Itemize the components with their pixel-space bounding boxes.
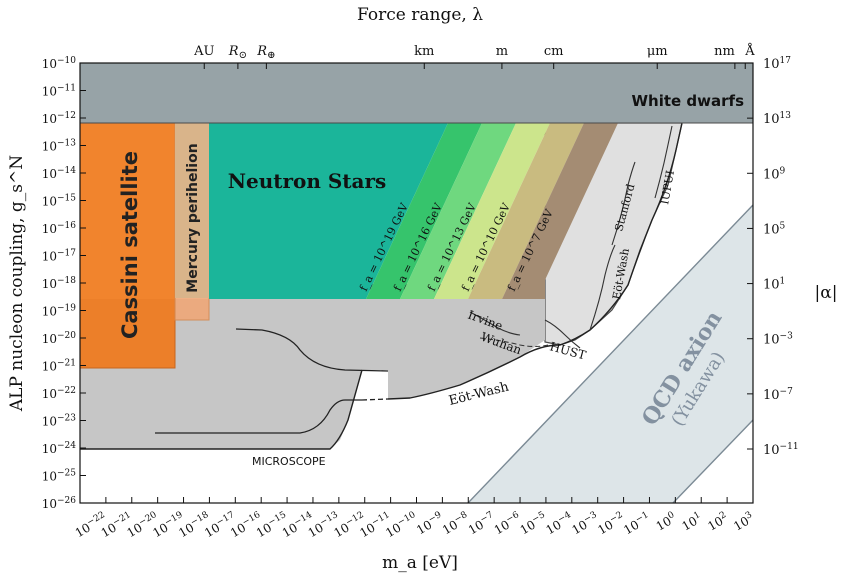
irvine-curve [469, 311, 521, 336]
x-tick-label: 100 [653, 510, 679, 534]
x-tick-label: 103 [731, 510, 757, 534]
x-tick-label: 101 [679, 510, 705, 533]
lab-constraints-grey [80, 299, 545, 449]
y-tick-label: 10−13 [42, 139, 77, 154]
top-tick-label: nm [714, 44, 735, 59]
y-tick-label: 10−25 [42, 469, 77, 484]
neutron-stars-region [209, 123, 448, 299]
curve-lower-microscope [155, 399, 362, 434]
left-ticks: 10−26 10−25 10−24 10−23 10−22 10−21 10−20 10−19… [42, 56, 86, 511]
top-tick-label: R⊙ [228, 44, 247, 61]
y-tick-label: 10−17 [42, 249, 77, 264]
iupui-curve [654, 125, 673, 199]
y-tick-label: 10−18 [42, 276, 77, 291]
top-tick-label: cm [544, 44, 564, 59]
qcd-axion-upper-line [467, 204, 753, 503]
label-white-dwarfs: White dwarfs [632, 92, 745, 110]
top-axis-label: Force range, λ [357, 5, 483, 25]
fa-band-19 [366, 123, 482, 299]
right-tick-label: 10−7 [763, 387, 793, 403]
wuhan-curve [479, 337, 549, 348]
label-mercury: Mercury perihelion [185, 143, 201, 292]
microscope-curve [80, 369, 363, 450]
fa-band-13 [434, 123, 550, 299]
hust-curve [544, 319, 581, 349]
x-axis-label: m_a [eV] [382, 553, 458, 573]
y-tick-label: 10−19 [42, 304, 77, 319]
y-tick-label: 10−26 [42, 496, 77, 511]
curve-upper-cassini [235, 328, 389, 372]
top-tick-label: AU [193, 44, 214, 59]
y-tick-label: 10−16 [42, 221, 77, 236]
top-tick-label: R⊕ [256, 44, 275, 61]
fa-band-16 [400, 123, 516, 299]
right-tick-label: 10−11 [763, 442, 799, 458]
eot-wash-high-curve [589, 244, 616, 331]
label-neutron-stars: Neutron Stars [228, 169, 387, 193]
right-tick-label: 1017 [763, 56, 791, 72]
right-axis-label: |α| [815, 283, 838, 303]
label-microscope: MICROSCOPE [252, 455, 326, 468]
y-tick-label: 10−21 [42, 359, 76, 374]
right-tick-label: 1013 [763, 111, 791, 127]
fa-band-7 [502, 123, 618, 299]
top-tick-label: Å [744, 43, 755, 59]
white-dwarfs-region [80, 63, 753, 124]
y-tick-label: 10−23 [42, 414, 77, 429]
fa-band-10 [468, 123, 584, 299]
y-tick-label: 10−12 [42, 111, 76, 126]
label-cassini: Cassini satellite [118, 151, 142, 339]
y-tick-label: 10−11 [42, 84, 76, 99]
y-tick-label: 10−14 [42, 166, 77, 181]
right-ticks: 1017 1013 109 105 101 10−3 10−7 10−11 [747, 56, 799, 458]
y-tick-label: 10−10 [42, 56, 77, 71]
y-axis-label: ALP nucleon coupling, g_s^N [7, 155, 27, 412]
y-tick-label: 10−20 [42, 331, 77, 346]
right-tick-label: 105 [763, 221, 786, 237]
top-tick-label: km [414, 44, 434, 59]
top-tick-label: m [496, 44, 508, 59]
label-hust: HUST [548, 339, 587, 362]
x-tick-label: 10−1 [621, 510, 653, 537]
mercury-inner [175, 123, 209, 298]
right-tick-label: 109 [763, 166, 786, 182]
top-tick-label: μm [647, 44, 668, 59]
right-tick-label: 101 [763, 277, 785, 293]
label-iupui: IUPUI [658, 169, 677, 205]
y-tick-label: 10−22 [42, 386, 76, 401]
x-tick-label: 102 [705, 510, 731, 533]
y-tick-label: 10−24 [42, 441, 77, 456]
y-tick-label: 10−15 [42, 194, 77, 209]
qcd-axion-lower-line [672, 419, 753, 503]
stanford-curve [611, 161, 636, 246]
eot-wash-curve [387, 122, 683, 400]
curve-dashed-gap [361, 398, 389, 401]
right-tick-label: 10−3 [763, 332, 793, 348]
